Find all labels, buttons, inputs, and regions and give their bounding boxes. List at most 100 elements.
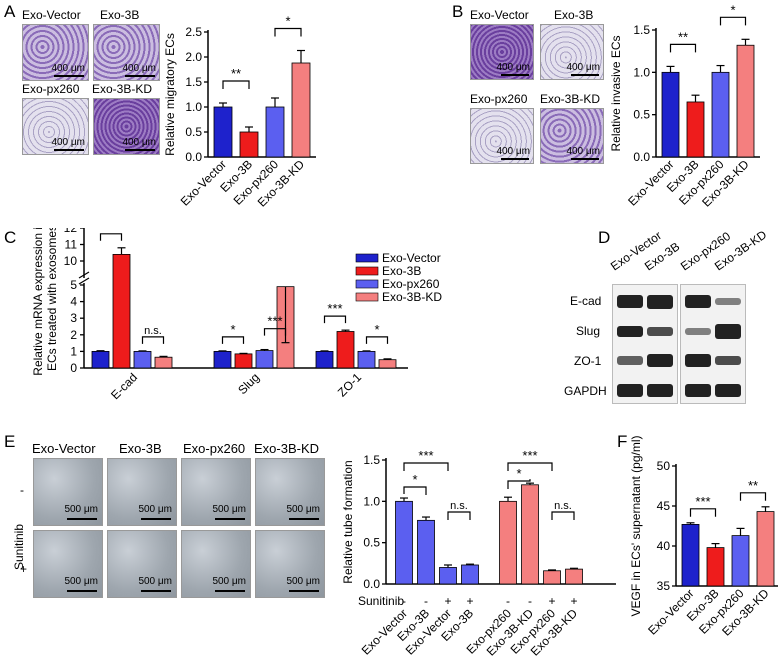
y-tick-label: 5 [70,278,77,292]
a-label-3b: Exo-3B [100,8,140,22]
significance-bracket [221,336,245,344]
d-protein-slug: Slug [576,324,601,338]
blot-band [715,298,741,305]
e-scale-text: 500 μm [138,504,172,515]
e-image-vector-minus: 500 μm [33,458,103,526]
significance-label: n.s. [144,325,162,337]
significance-bracket [551,511,575,520]
significance-label: *** [695,494,710,509]
e-image-3b-minus: 500 μm [107,458,177,526]
x-tick-label: E-cad [108,370,140,402]
a-scale-bar [125,149,155,151]
b-label-3b: Exo-3B [554,8,594,22]
blot-band [617,326,643,337]
y-tick-label: 0.0 [363,577,380,591]
significance-label: * [230,322,235,337]
y-tick-label: 0 [70,361,77,375]
bar [154,356,173,369]
significance-bracket [669,43,697,53]
blot-band [685,328,711,335]
e-row-plus: + [20,562,28,576]
significance-label: ** [748,478,758,493]
e-scale-text: 500 μm [138,576,172,587]
legend-swatch [355,266,379,276]
sunitinib-sign: - [424,594,428,608]
y-tick-label: 1.5 [363,453,380,467]
bar [378,359,397,369]
e-scale-text: 500 μm [212,576,246,587]
bar [565,568,583,585]
e-col-vector: Exo-Vector [32,441,96,456]
bar [543,570,561,585]
y-tick-label: 1 [70,344,77,358]
legend-swatch [355,253,379,263]
b-scale-text: 400 μm [566,146,600,157]
sunitinib-sign: - [506,594,510,608]
blot-band [685,354,711,367]
a-scale-text: 400 μm [122,137,156,148]
blot-band [715,324,741,339]
blot-band [647,327,673,336]
e-scale-bar [67,518,97,520]
a-label-3bkd: Exo-3B-KD [92,82,153,96]
y-tick-label: 0.0 [185,150,202,164]
e-scale-text: 500 μm [212,504,246,515]
e-scale-bar [289,590,319,592]
bar [213,351,232,369]
bar [213,106,233,158]
e-scale-bar [215,590,245,592]
e-scale-bar [289,518,319,520]
d-protein-ecad: E-cad [570,294,602,308]
sunitinib-label: Sunitinib [358,594,404,608]
bar [499,500,517,585]
y-tick-label: 35 [657,579,671,593]
a-image-px260: 400 μm [22,98,89,155]
e-scale-text: 500 μm [286,576,320,587]
y-tick-label: 50 [657,459,671,473]
significance-bracket [323,315,347,324]
y-tick-label: 40 [657,539,671,553]
bar [461,564,479,585]
significance-bracket [719,16,747,26]
bar [357,351,376,369]
bar [255,350,274,369]
blot-band [617,384,643,397]
panel-letter-b: B [452,2,464,21]
y-tick-label: 3 [70,311,77,325]
bar [112,253,131,369]
bar [686,101,705,158]
blot-band [647,384,673,397]
b-image-3b: 400 μm [540,24,604,80]
legend-swatch [355,279,379,289]
chart-f: 35 40 45 50 VEGF in ECs' supernatant (pg/ml)… [629,435,778,639]
a-image-3bkd: 400 μm [93,98,160,155]
a-scale-text: 400 μm [51,63,85,74]
bar [417,519,435,585]
e-image-3bkd-minus: 500 μm [255,458,325,526]
b-label-px260: Exo-px260 [470,92,528,106]
e-col-3b: Exo-3B [119,441,162,456]
bar [736,44,755,158]
e-row-minus: - [20,483,24,497]
y-axis-label: ECs treated with exosomes [45,228,59,371]
legend-label: Exo-Vector [382,251,441,265]
bar [731,535,750,587]
y-tick-label: 2.5 [185,25,202,39]
bar [239,131,259,158]
y-tick-label: 2 [70,328,77,342]
panel-letter-e: E [4,432,16,451]
b-label-3bkd: Exo-3B-KD [540,92,601,106]
blot-band [685,295,711,308]
blot-band [647,354,673,367]
sunitinib-sign: + [548,594,555,608]
y-tick-label: 0.5 [185,125,202,139]
bar [521,484,539,585]
significance-bracket [739,492,767,501]
blot-band [647,295,673,309]
significance-bracket [141,336,165,344]
y-tick-label: 11 [65,238,78,252]
blot-band [715,384,741,397]
significance-label: *** [418,448,433,463]
blot-band [685,384,711,397]
a-image-vector: 400 μm [22,24,89,81]
